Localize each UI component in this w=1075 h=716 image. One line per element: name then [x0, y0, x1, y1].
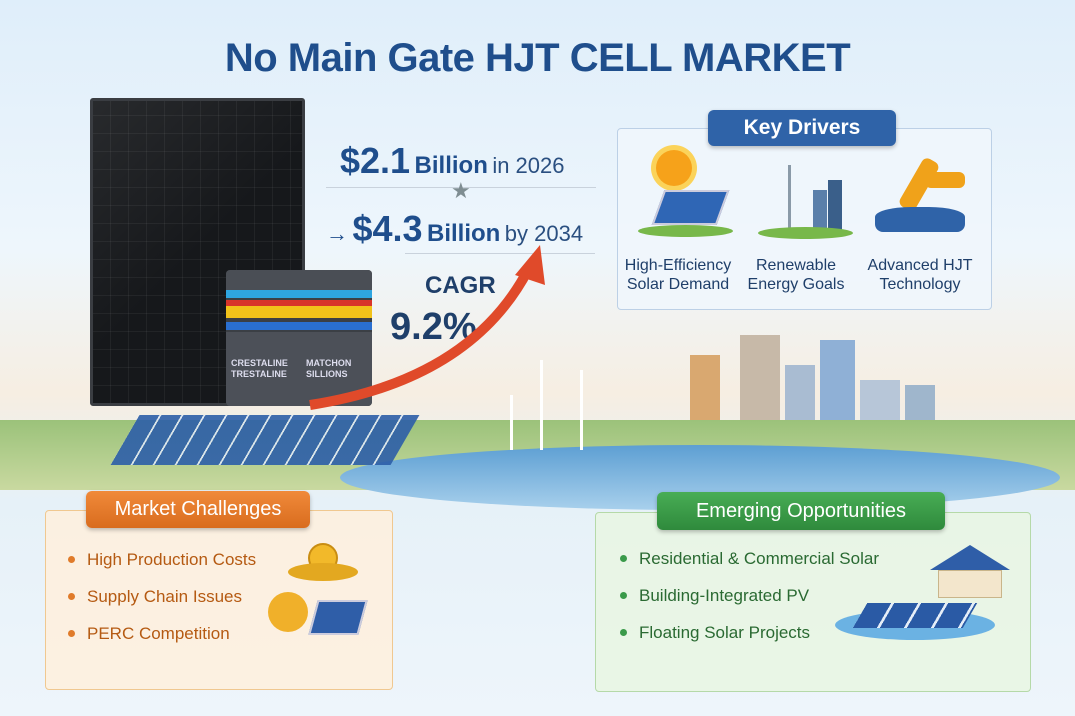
globe-panel-icon: [258, 592, 368, 647]
star-icon: ★: [451, 178, 471, 203]
suffix-2026: in 2026: [492, 153, 565, 178]
floating-solar-icon: [835, 595, 995, 645]
key-drivers-header: Key Drivers: [708, 110, 896, 146]
list-item: Building-Integrated PV: [620, 577, 879, 614]
stat-2034: → $4.3 Billion by 2034: [326, 208, 583, 250]
emerging-opportunities-header: Emerging Opportunities: [657, 492, 945, 530]
stat-2026: $2.1 Billion in 2026: [340, 140, 565, 182]
opportunities-list: Residential & Commercial Solar Building-…: [620, 540, 879, 651]
unit-2026: Billion: [414, 152, 488, 179]
value-2026: $2.1: [340, 140, 411, 181]
hjt-solar-panel-image: [90, 98, 305, 406]
challenges-list: High Production Costs Supply Chain Issue…: [68, 541, 256, 652]
cube-left-label: CRESTALINE TRESTALINE: [231, 358, 288, 379]
suffix-2034: by 2034: [504, 221, 584, 246]
robot-arm-icon: [870, 152, 970, 237]
house-solar-icon: [920, 545, 1015, 600]
growth-arrow-icon: [309, 245, 545, 410]
list-item: High Production Costs: [68, 541, 256, 578]
solar-array: [110, 415, 420, 465]
driver-high-efficiency: High-Efficiency Solar Demand: [624, 257, 732, 293]
list-item: Floating Solar Projects: [620, 614, 879, 651]
arrow-icon: →: [326, 221, 348, 246]
cube-right-label: MATCHON SILLIONS: [306, 358, 352, 379]
driver-renewable-goals: Renewable Energy Goals: [747, 257, 845, 293]
divider: [405, 253, 595, 254]
value-2034: $4.3: [352, 208, 423, 249]
page-title: No Main Gate HJT CELL MARKET: [224, 36, 851, 80]
list-item: PERC Competition: [68, 615, 256, 652]
driver-advanced-hjt: Advanced HJT Technology: [867, 257, 973, 293]
cagr-label: CAGR: [425, 272, 496, 299]
divider: [326, 187, 596, 188]
cell-layer-cube: CRESTALINE TRESTALINE MATCHON SILLIONS: [226, 270, 372, 406]
market-challenges-header: Market Challenges: [86, 491, 310, 528]
list-item: Supply Chain Issues: [68, 578, 256, 615]
sun-solar-panel-icon: [638, 150, 733, 240]
wind-turbine-city-icon: [758, 155, 853, 240]
wind-turbines: [480, 340, 630, 450]
list-item: Residential & Commercial Solar: [620, 540, 879, 577]
gold-coins-icon: [288, 543, 358, 583]
unit-2034: Billion: [426, 220, 501, 247]
